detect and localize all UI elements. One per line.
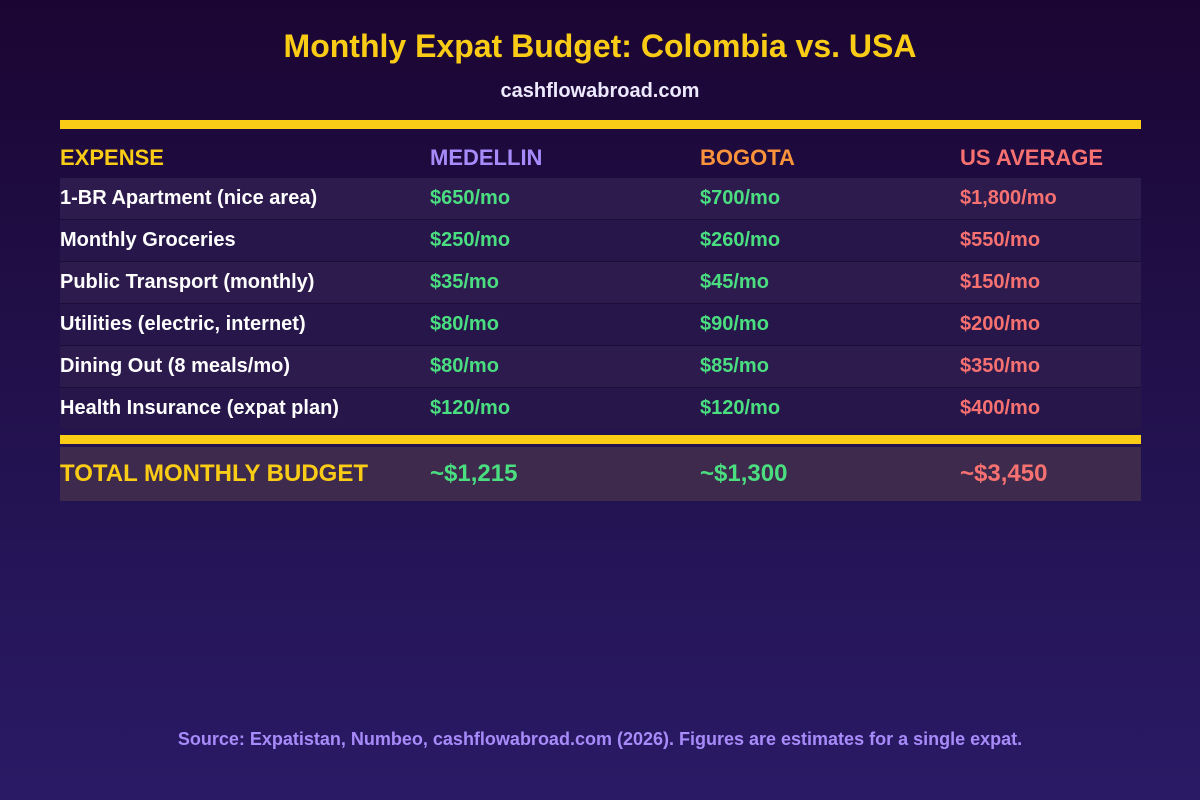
us-average-value: $350/mo — [960, 355, 1141, 378]
total-label: TOTAL MONTHLY BUDGET — [60, 460, 430, 488]
medellin-value: $120/mo — [430, 397, 700, 420]
medellin-value: $650/mo — [430, 187, 700, 210]
bogota-value: $90/mo — [700, 313, 960, 336]
source-note: Source: Expatistan, Numbeo, cashflowabro… — [0, 729, 1200, 750]
expense-label: Monthly Groceries — [60, 229, 430, 252]
expense-label: Dining Out (8 meals/mo) — [60, 355, 430, 378]
expense-label: Public Transport (monthly) — [60, 271, 430, 294]
medellin-value: $80/mo — [430, 313, 700, 336]
us-average-value: $550/mo — [960, 229, 1141, 252]
medellin-value: $250/mo — [430, 229, 700, 252]
table-row: Monthly Groceries $250/mo $260/mo $550/mo — [60, 220, 1141, 262]
table-header: EXPENSE MEDELLIN BOGOTA US AVERAGE — [60, 138, 1141, 178]
bogota-value: $260/mo — [700, 229, 960, 252]
bottom-divider — [60, 435, 1141, 444]
medellin-value: $35/mo — [430, 271, 700, 294]
column-header-us-average: US AVERAGE — [960, 145, 1141, 171]
bogota-value: $45/mo — [700, 271, 960, 294]
column-header-medellin: MEDELLIN — [430, 145, 700, 171]
bogota-value: $120/mo — [700, 397, 960, 420]
expense-label: 1-BR Apartment (nice area) — [60, 187, 430, 210]
medellin-value: $80/mo — [430, 355, 700, 378]
table-row: 1-BR Apartment (nice area) $650/mo $700/mo… — [60, 178, 1141, 220]
column-header-bogota: BOGOTA — [700, 145, 960, 171]
table-row: Utilities (electric, internet) $80/mo $90/… — [60, 304, 1141, 346]
bogota-value: $700/mo — [700, 187, 960, 210]
table-row: Public Transport (monthly) $35/mo $45/mo $1… — [60, 262, 1141, 304]
us-average-value: $1,800/mo — [960, 187, 1141, 210]
us-average-value: $200/mo — [960, 313, 1141, 336]
page-title: Monthly Expat Budget: Colombia vs. USA — [0, 28, 1200, 65]
expense-label: Utilities (electric, internet) — [60, 313, 430, 336]
top-divider — [60, 120, 1141, 129]
total-row: TOTAL MONTHLY BUDGET ~$1,215 ~$1,300 ~$3… — [60, 447, 1141, 501]
column-header-expense: EXPENSE — [60, 145, 430, 171]
us-average-value: $150/mo — [960, 271, 1141, 294]
us-average-value: $400/mo — [960, 397, 1141, 420]
total-bogota: ~$1,300 — [700, 460, 960, 488]
total-us-average: ~$3,450 — [960, 460, 1141, 488]
expense-label: Health Insurance (expat plan) — [60, 397, 430, 420]
page-subtitle: cashflowabroad.com — [0, 80, 1200, 103]
total-medellin: ~$1,215 — [430, 460, 700, 488]
table-row: Health Insurance (expat plan) $120/mo $120… — [60, 388, 1141, 429]
table-row: Dining Out (8 meals/mo) $80/mo $85/mo $350/… — [60, 346, 1141, 388]
bogota-value: $85/mo — [700, 355, 960, 378]
